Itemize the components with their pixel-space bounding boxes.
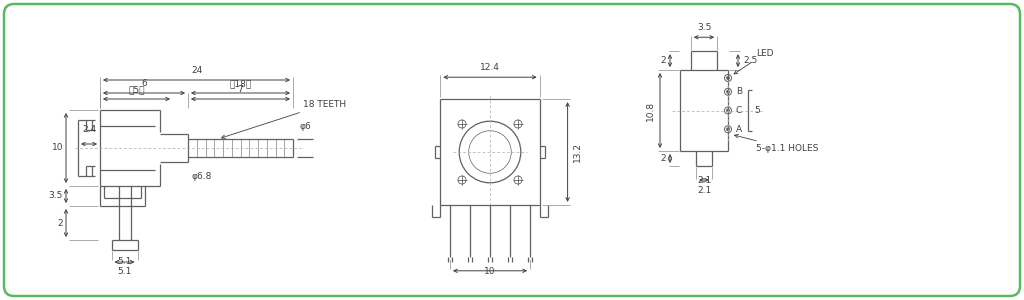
Text: LED: LED	[734, 49, 773, 74]
Text: 〘5〙: 〘5〙	[128, 85, 144, 94]
Text: 2.5: 2.5	[743, 56, 758, 65]
Text: 〘18〙: 〘18〙	[229, 79, 252, 88]
Text: 2: 2	[660, 56, 666, 65]
Text: 5.1: 5.1	[118, 257, 132, 266]
Text: 2: 2	[660, 154, 666, 163]
Text: B: B	[736, 87, 742, 96]
Text: 5.1: 5.1	[118, 267, 132, 276]
Text: 10.8: 10.8	[646, 100, 655, 121]
Circle shape	[727, 109, 729, 112]
Text: 2.1: 2.1	[697, 186, 711, 195]
Text: A: A	[736, 125, 742, 134]
Text: φ6: φ6	[299, 122, 310, 131]
Text: 5: 5	[754, 106, 760, 115]
Text: 2.4: 2.4	[82, 125, 96, 134]
Text: 18 TEETH: 18 TEETH	[221, 100, 346, 139]
Text: 7: 7	[238, 85, 244, 94]
FancyBboxPatch shape	[4, 4, 1020, 296]
Text: 10: 10	[484, 267, 496, 276]
Text: 3.5: 3.5	[48, 191, 63, 200]
Text: 12.4: 12.4	[480, 63, 500, 72]
Circle shape	[727, 128, 729, 130]
Circle shape	[727, 77, 729, 79]
Text: 10: 10	[51, 143, 63, 152]
Text: 3.5: 3.5	[696, 23, 712, 32]
Text: 24: 24	[190, 66, 202, 75]
Text: 2: 2	[57, 218, 63, 227]
Text: φ6.8: φ6.8	[191, 172, 211, 181]
Text: 5-φ1.1 HOLES: 5-φ1.1 HOLES	[734, 134, 818, 153]
Text: 6: 6	[141, 79, 146, 88]
Text: 2.1: 2.1	[697, 176, 711, 185]
Text: 13.2: 13.2	[572, 142, 582, 162]
Circle shape	[727, 91, 729, 93]
Text: C: C	[736, 106, 742, 115]
